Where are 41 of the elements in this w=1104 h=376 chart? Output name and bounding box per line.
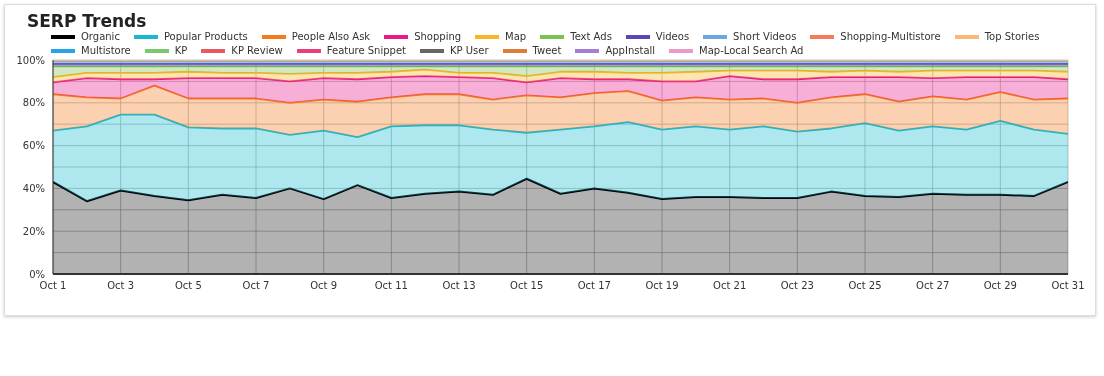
x-tick-label: Oct 15: [510, 280, 544, 292]
legend-label: AppInstall: [605, 45, 656, 56]
x-tick-label: Oct 27: [916, 280, 950, 292]
x-tick-label: Oct 29: [983, 280, 1017, 292]
x-tick-label: Oct 25: [848, 280, 882, 292]
x-tick-label: Oct 17: [577, 280, 611, 292]
x-tick-label: Oct 3: [107, 280, 135, 292]
legend-label: Multistore: [81, 45, 131, 56]
legend-label: KP: [174, 45, 188, 56]
legend-label: Popular Products: [163, 31, 248, 42]
legend-label: Text Ads: [570, 31, 612, 42]
x-tick-label: Oct 21: [713, 280, 747, 292]
x-tick-label: Oct 13: [442, 280, 476, 292]
y-tick-label: 0%: [29, 268, 45, 280]
legend-label: Tweet: [532, 45, 562, 56]
legend-label: Shopping-Multistore: [840, 31, 941, 42]
x-tick-label: Oct 1: [39, 280, 67, 292]
y-tick-label: 80%: [22, 97, 45, 109]
y-tick-label: 20%: [22, 225, 45, 237]
legend-label: Map-Local Search Ad: [699, 45, 804, 56]
x-tick-label: Oct 19: [645, 280, 679, 292]
x-tick-label: Oct 7: [242, 280, 270, 292]
legend-label: People Also Ask: [291, 31, 371, 42]
x-tick-label: Oct 11: [374, 280, 408, 292]
x-tick-label: Oct 31: [1051, 280, 1085, 292]
legend-label: Map: [505, 31, 527, 42]
x-tick-label: Oct 23: [780, 280, 814, 292]
legend-label: Videos: [655, 31, 690, 42]
legend-label: Feature Snippet: [326, 45, 406, 56]
y-tick-label: 100%: [16, 54, 45, 66]
legend-label: Short Videos: [733, 31, 797, 42]
legend-label: KP User: [450, 45, 489, 56]
legend-label: Shopping: [414, 31, 462, 42]
chart-title: SERP Trends: [26, 10, 148, 31]
x-tick-label: Oct 5: [174, 280, 202, 292]
legend-label: KP Review: [231, 45, 283, 56]
y-tick-label: 60%: [22, 140, 45, 152]
y-tick-label: 40%: [22, 182, 45, 194]
legend-label: Top Stories: [984, 31, 1040, 42]
x-tick-label: Oct 9: [310, 280, 338, 292]
legend-label: Organic: [81, 31, 120, 42]
